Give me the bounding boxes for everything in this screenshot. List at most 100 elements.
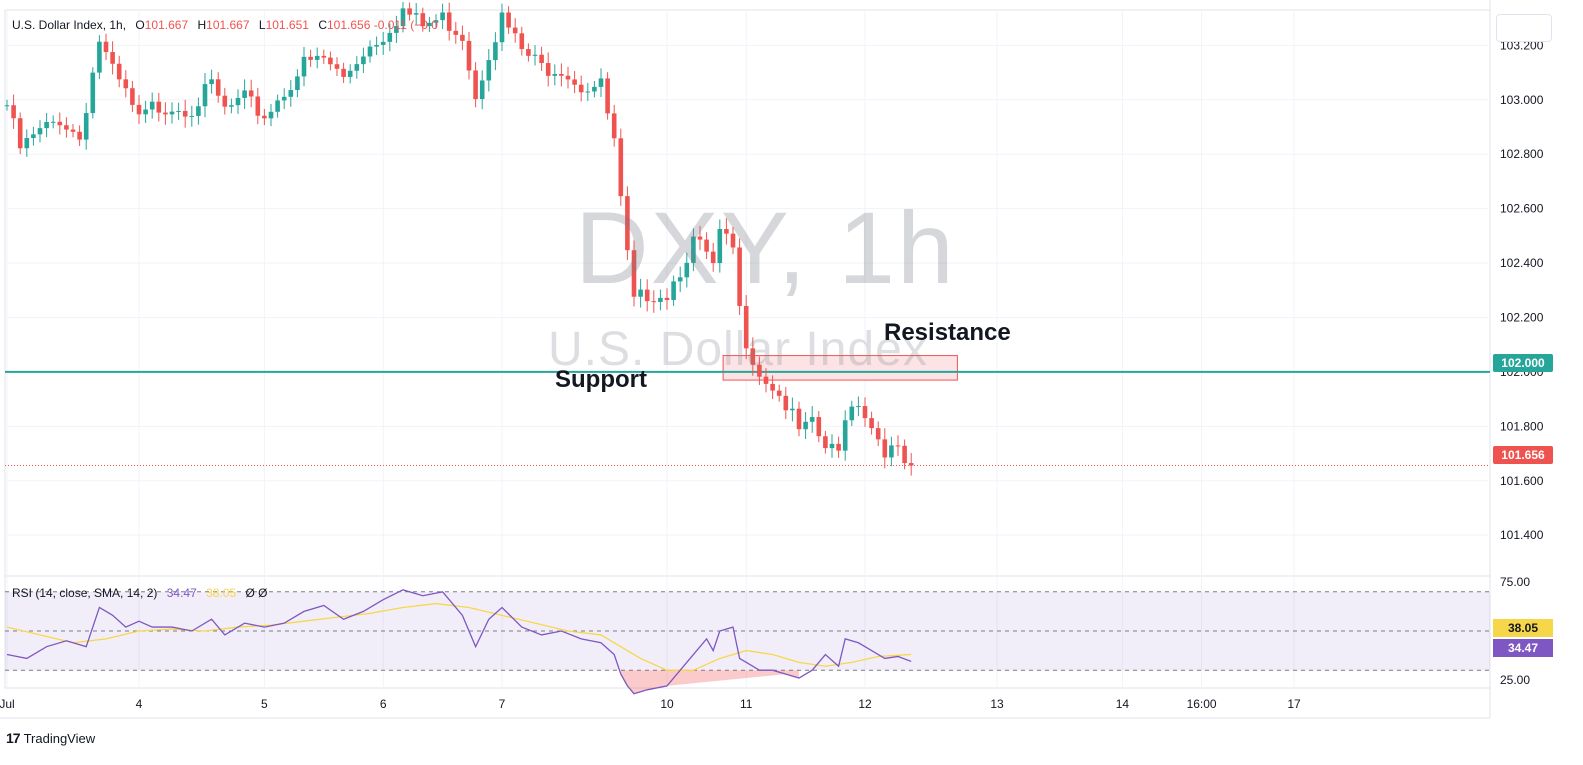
- legend-close: 101.656: [326, 18, 371, 32]
- candle-body: [803, 421, 808, 430]
- rsi-legend: RSI (14, close, SMA, 14, 2) 34.47 38.05 …: [12, 586, 268, 600]
- tradingview-logo-text: TradingView: [23, 730, 96, 746]
- candle-body: [334, 64, 340, 69]
- candle-body: [341, 68, 346, 77]
- candle-body: [499, 12, 505, 43]
- candle-body: [677, 277, 683, 282]
- time-tick-label: 13: [990, 697, 1004, 711]
- candle-body: [717, 229, 723, 264]
- candle-body: [743, 305, 749, 349]
- candle-body: [176, 110, 181, 112]
- time-tick-label: 16:00: [1187, 697, 1217, 711]
- candle-body: [526, 49, 531, 56]
- candle-body: [394, 26, 399, 33]
- candle-body: [545, 63, 551, 76]
- price-tick-label: 102.800: [1500, 147, 1544, 161]
- resistance-label: Resistance: [884, 319, 1011, 346]
- candle-body: [585, 91, 591, 93]
- time-tick-label: 7: [499, 697, 506, 711]
- scale-settings-button[interactable]: [1496, 14, 1552, 42]
- candle-body: [869, 418, 874, 429]
- candle-body: [552, 74, 558, 76]
- level-price-badge: 102.000: [1493, 354, 1553, 372]
- candle-body: [506, 12, 511, 28]
- rsi-sma-badge: 38.05: [1493, 619, 1553, 637]
- candle-body: [169, 111, 175, 115]
- rsi-line: [6, 589, 912, 695]
- candle-body: [90, 72, 96, 114]
- candle-body: [750, 348, 756, 365]
- candle-body: [559, 74, 564, 76]
- candle-body: [651, 301, 657, 303]
- candle-body: [902, 445, 907, 464]
- candle-body: [862, 406, 868, 419]
- candle-body: [4, 105, 10, 107]
- last-price-badge: 101.656: [1493, 446, 1553, 464]
- candle-body: [281, 96, 287, 101]
- candle-body: [347, 70, 353, 77]
- candle-body: [182, 110, 188, 117]
- candle-body: [413, 13, 419, 15]
- candle-body: [875, 428, 881, 440]
- candle-body: [361, 56, 366, 65]
- candle-body: [473, 70, 478, 100]
- candle-body: [856, 406, 861, 408]
- candle-body: [730, 233, 736, 248]
- rsi-legend-rsi: 34.47: [166, 586, 197, 600]
- candle-body: [420, 13, 426, 27]
- candle-body: [446, 12, 452, 31]
- candle-body: [262, 115, 267, 119]
- candle-body: [644, 289, 650, 302]
- time-tick-label: 17: [1287, 697, 1301, 711]
- candle-body: [64, 125, 69, 130]
- candle-body: [275, 100, 280, 112]
- legend-low: 101.651: [265, 18, 309, 32]
- candle-body: [149, 101, 155, 110]
- time-tick-label: Jul: [0, 697, 15, 711]
- candle-body: [895, 445, 901, 447]
- price-tick-label: 103.000: [1500, 93, 1544, 107]
- chart-legend: U.S. Dollar Index, 1h, O101.667 H101.667…: [12, 18, 438, 32]
- rsi-legend-sma: 38.05: [206, 586, 237, 600]
- candle-body: [836, 443, 841, 451]
- candle-body: [684, 262, 690, 278]
- candle-body: [31, 134, 36, 139]
- time-tick-label: 6: [380, 697, 387, 711]
- candle-body: [710, 251, 716, 264]
- rsi-band: [5, 591, 1490, 671]
- candle-body: [222, 95, 228, 107]
- candle-body: [116, 63, 122, 80]
- candle-body: [823, 436, 828, 449]
- time-tick-label: 10: [660, 697, 674, 711]
- candle-body: [882, 439, 888, 458]
- legend-high: 101.667: [206, 18, 250, 32]
- candle-body: [790, 408, 795, 411]
- support-label: Support: [555, 366, 647, 393]
- candle-body: [328, 57, 333, 65]
- tradingview-logo[interactable]: 17 TradingView: [6, 730, 95, 746]
- candle-body: [229, 105, 234, 107]
- candle-body: [809, 417, 815, 422]
- candle-body: [737, 247, 742, 306]
- candle-body: [816, 417, 822, 437]
- candle-body: [578, 84, 584, 93]
- candle-body: [295, 76, 300, 91]
- candle-body: [493, 42, 498, 61]
- candle-body: [757, 364, 762, 377]
- candle-body: [196, 106, 201, 116]
- candle-body: [407, 8, 412, 15]
- price-tick-label: 102.400: [1500, 256, 1544, 270]
- candle-body: [466, 40, 472, 71]
- candle-body: [308, 56, 313, 60]
- candle-body: [268, 111, 274, 119]
- candle-body: [671, 281, 676, 301]
- candle-body: [631, 250, 637, 297]
- rsi-tick-label: 75.00: [1500, 575, 1530, 589]
- candle-body: [829, 443, 835, 449]
- candle-body: [235, 97, 241, 106]
- rsi-value-badge: 34.47: [1493, 639, 1553, 657]
- candle-body: [519, 33, 525, 50]
- candle-body: [889, 445, 894, 458]
- legend-title: U.S. Dollar Index, 1h,: [12, 18, 127, 32]
